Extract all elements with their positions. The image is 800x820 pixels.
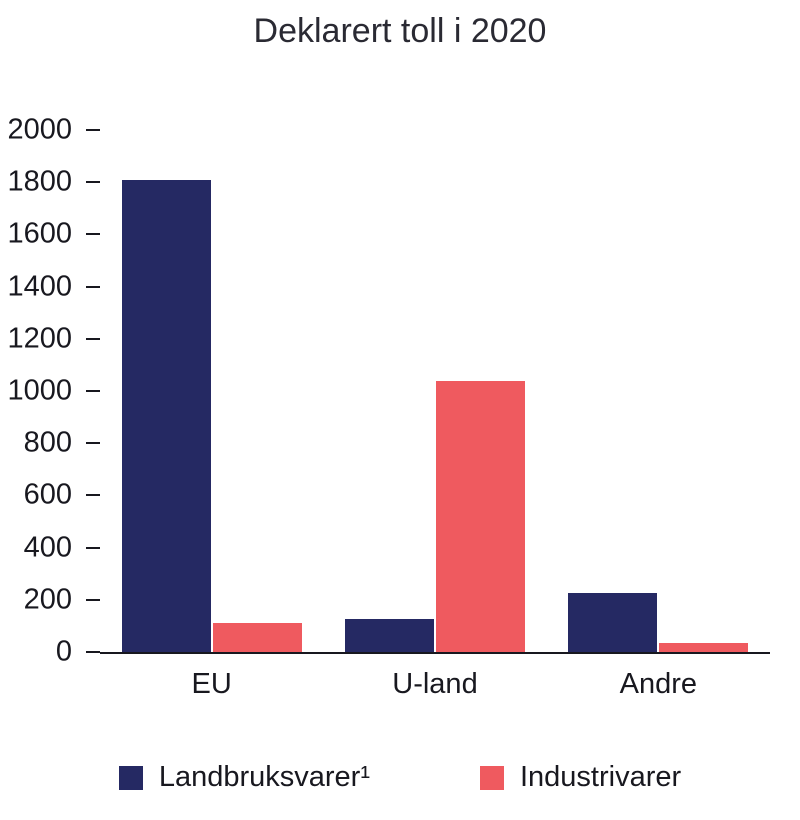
x-axis-label-u-land: U-land	[392, 668, 478, 700]
y-tick-label-1000: 1000	[7, 374, 72, 407]
legend-item-industrivarer: Industrivarer	[479, 761, 682, 794]
legend-item-landbruksvarer: Landbruksvarer¹	[118, 761, 370, 794]
legend-label: Landbruksvarer¹	[158, 761, 370, 793]
y-tick-label-400: 400	[23, 531, 72, 564]
y-tick-label-600: 600	[23, 478, 72, 511]
legend-swatch-icon	[118, 765, 143, 790]
y-tick-mark	[86, 285, 100, 288]
y-tick-mark	[86, 598, 100, 601]
x-axis-label-andre: Andre	[619, 668, 698, 700]
y-tick-label-1400: 1400	[7, 270, 72, 303]
x-axis-labels: EU U-land Andre	[100, 668, 770, 701]
bar-landbruksvarer-u-land	[344, 619, 434, 652]
y-tick-label-200: 200	[23, 583, 72, 616]
y-tick-label-0: 0	[55, 635, 72, 668]
y-tick-mark	[86, 181, 100, 184]
y-tick-mark	[86, 546, 100, 549]
legend: Landbruksvarer¹ Industrivarer	[0, 761, 800, 794]
y-tick-mark	[86, 129, 100, 131]
bar-industrivarer-andre	[659, 642, 749, 652]
y-tick-mark	[86, 390, 100, 392]
bar-group-andre	[547, 130, 770, 652]
x-axis-label-eu: EU	[191, 668, 232, 700]
y-tick-label-2000: 2000	[7, 113, 72, 146]
y-tick-mark	[86, 233, 100, 236]
y-tick-label-1600: 1600	[7, 217, 72, 250]
plot-area	[100, 130, 770, 654]
bar-industrivarer-u-land	[435, 380, 525, 652]
y-tick-mark	[86, 494, 100, 497]
chart-title: Deklarert toll i 2020	[253, 12, 547, 50]
legend-label: Industrivarer	[519, 761, 682, 793]
y-axis: 0 200 400 600 800 1000 1200 1400 1600 1800 2000	[0, 115, 100, 666]
y-tick-label-1800: 1800	[7, 165, 72, 198]
bar-landbruksvarer-eu	[121, 179, 211, 652]
y-tick-label-1200: 1200	[7, 322, 72, 355]
y-tick-label-800: 800	[23, 426, 72, 459]
bar-landbruksvarer-andre	[568, 593, 658, 652]
bar-industrivarer-eu	[212, 623, 302, 652]
y-tick-mark	[86, 651, 100, 653]
y-tick-mark	[86, 337, 100, 340]
y-tick-mark	[86, 442, 100, 445]
bar-group-u-land	[323, 130, 546, 652]
bar-group-eu	[100, 130, 323, 652]
legend-swatch-icon	[479, 765, 504, 790]
